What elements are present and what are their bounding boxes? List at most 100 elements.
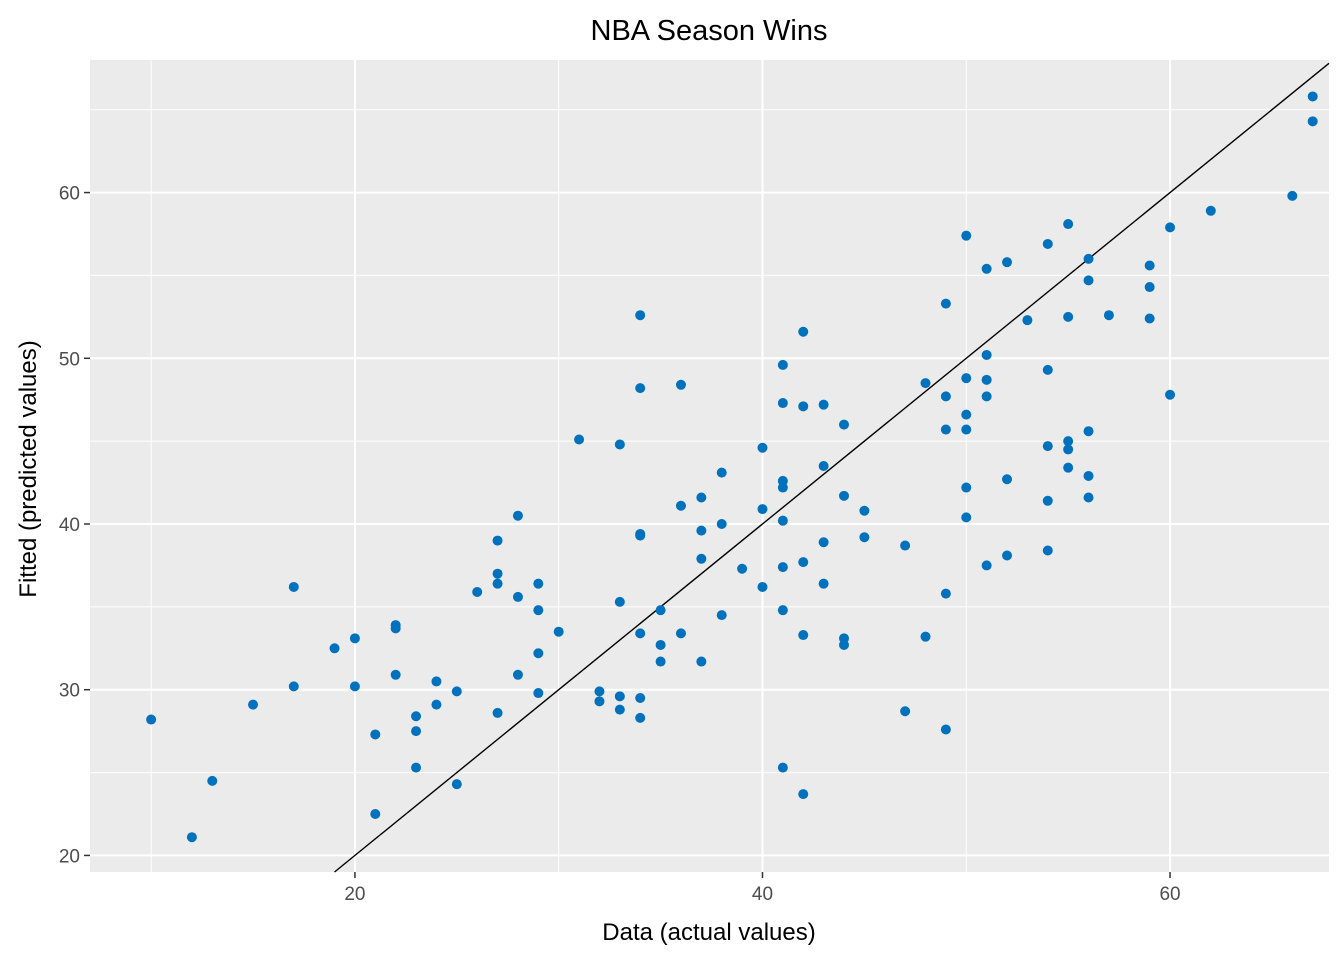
data-point (757, 581, 768, 592)
data-point (1083, 275, 1094, 286)
data-point (1063, 311, 1074, 322)
data-point (1002, 257, 1013, 268)
y-tick-label: 50 (59, 349, 80, 370)
data-point (512, 669, 523, 680)
data-point (961, 482, 972, 493)
data-point (349, 681, 360, 692)
data-point (614, 596, 625, 607)
data-point (696, 525, 707, 536)
data-point (533, 648, 544, 659)
data-point (981, 391, 992, 402)
x-axis-title: Data (actual values) (602, 919, 815, 946)
data-point (288, 681, 299, 692)
data-point (961, 424, 972, 435)
data-point (716, 519, 727, 529)
data-point (1144, 282, 1155, 293)
data-point (635, 530, 646, 541)
data-point (818, 578, 829, 589)
data-point (838, 419, 849, 430)
data-point (1063, 219, 1074, 230)
data-point (614, 439, 625, 450)
data-points (146, 91, 1318, 843)
x-tick-label: 40 (752, 884, 773, 905)
data-point (1083, 492, 1094, 503)
data-point (1165, 222, 1176, 233)
data-point (777, 605, 788, 616)
data-point (492, 707, 503, 718)
data-point (798, 630, 809, 641)
data-point (961, 512, 972, 523)
data-point (777, 398, 788, 409)
reference-line-group (334, 62, 1330, 873)
data-point (186, 832, 197, 843)
data-point (411, 711, 422, 722)
data-point (981, 560, 992, 571)
x-tick-label: 60 (1159, 884, 1180, 905)
data-point (635, 693, 646, 703)
data-point (1042, 238, 1053, 249)
data-point (961, 373, 972, 384)
data-point (716, 467, 727, 478)
data-point (1042, 364, 1053, 375)
data-point (574, 434, 585, 445)
data-point (1144, 313, 1155, 324)
data-point (1287, 190, 1298, 201)
data-point (451, 686, 462, 697)
data-point (390, 669, 401, 680)
data-point (981, 349, 992, 360)
data-point (940, 298, 951, 309)
data-point (818, 461, 829, 471)
data-point (675, 628, 686, 639)
y-tick-label: 20 (59, 846, 80, 867)
x-axis-ticks: 20 40 60 (344, 872, 1181, 905)
data-point (1042, 441, 1053, 452)
data-point (757, 504, 768, 515)
data-point (757, 442, 768, 453)
data-point (288, 581, 299, 592)
data-point (1307, 91, 1318, 102)
data-point (1002, 550, 1013, 561)
data-point (777, 762, 788, 773)
data-point (614, 691, 625, 702)
data-point (798, 326, 809, 337)
data-point (716, 610, 727, 621)
data-point (411, 726, 422, 737)
data-point (798, 557, 809, 568)
data-point (859, 505, 870, 516)
data-point (900, 706, 911, 717)
data-point (1103, 310, 1114, 321)
data-point (1002, 474, 1013, 485)
data-point (696, 492, 707, 503)
data-point (981, 374, 992, 385)
x-tick-label: 20 (344, 884, 365, 905)
data-point (1063, 462, 1074, 473)
data-point (431, 676, 442, 687)
data-point (553, 626, 564, 637)
data-point (859, 532, 870, 543)
plot-panel (90, 60, 1329, 872)
data-point (920, 378, 931, 389)
data-point (146, 714, 157, 725)
data-point (1022, 315, 1033, 326)
data-point (798, 401, 809, 412)
data-point (207, 775, 218, 786)
data-point (675, 500, 686, 511)
data-point (838, 490, 849, 501)
data-point (675, 379, 686, 390)
data-point (737, 563, 748, 574)
data-point (1144, 260, 1155, 271)
data-point (1205, 205, 1216, 216)
major-gridlines (90, 60, 1329, 872)
data-point (900, 540, 911, 551)
data-point (961, 409, 972, 420)
data-point (1042, 545, 1053, 556)
data-point (635, 628, 646, 639)
data-point (329, 643, 340, 654)
data-point (370, 729, 381, 740)
data-point (390, 623, 401, 634)
data-point (777, 482, 788, 493)
data-point (492, 568, 503, 579)
y-axis-ticks: 20 30 40 50 60 (59, 184, 90, 867)
reference-line (334, 62, 1330, 873)
